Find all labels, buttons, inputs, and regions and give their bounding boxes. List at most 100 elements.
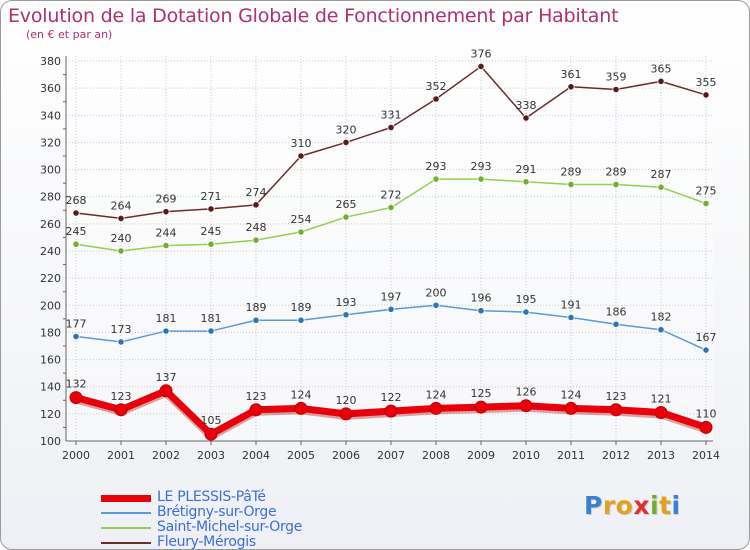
series-2-data-label: 293 bbox=[471, 160, 492, 173]
series-1-point bbox=[72, 332, 80, 341]
series-0-data-label: 132 bbox=[66, 378, 87, 391]
series-2-data-label: 265 bbox=[336, 198, 357, 211]
series-3-data-label: 269 bbox=[156, 193, 177, 206]
x-tick-label: 2014 bbox=[692, 449, 720, 462]
series-1-point bbox=[432, 301, 440, 309]
series-1-data-label: 189 bbox=[246, 301, 267, 314]
x-tick-label: 2005 bbox=[287, 449, 315, 462]
logo-letter: t bbox=[659, 491, 672, 520]
series-1-data-label: 167 bbox=[696, 331, 717, 344]
legend-swatch-le-plessis-pate bbox=[101, 495, 151, 502]
series-3-data-label: 271 bbox=[201, 190, 222, 203]
series-2-point bbox=[297, 228, 305, 236]
x-tick-label: 2010 bbox=[512, 449, 540, 462]
series-3-data-label: 268 bbox=[66, 194, 87, 207]
series-3-data-label: 310 bbox=[291, 137, 312, 150]
chart-subtitle: (en € et par an) bbox=[26, 28, 113, 41]
series-0-data-label: 124 bbox=[561, 388, 582, 401]
series-0-point bbox=[69, 391, 83, 405]
series-2-data-label: 254 bbox=[291, 213, 312, 226]
series-0-data-label: 122 bbox=[381, 391, 402, 404]
series-0-point bbox=[609, 403, 623, 417]
series-2-point bbox=[252, 236, 260, 244]
series-0-point bbox=[339, 407, 353, 421]
series-1-data-label: 173 bbox=[111, 323, 132, 336]
series-3-point bbox=[477, 62, 485, 71]
series-2-data-label: 287 bbox=[651, 168, 672, 181]
series-1-data-label: 200 bbox=[426, 286, 447, 299]
series-1-data-label: 193 bbox=[336, 296, 357, 309]
series-1-point bbox=[522, 308, 530, 316]
series-1-data-label: 197 bbox=[381, 290, 402, 303]
series-3-point bbox=[342, 138, 350, 147]
series-2-data-label: 244 bbox=[156, 227, 177, 240]
x-tick-label: 2013 bbox=[647, 449, 675, 462]
legend-label-bretigny: Brétigny-sur-Orge bbox=[157, 504, 277, 520]
series-0-point bbox=[519, 399, 533, 413]
series-3-point bbox=[702, 91, 710, 99]
series-1-point bbox=[297, 316, 305, 324]
series-3-data-label: 376 bbox=[471, 47, 492, 60]
series-0-data-label: 123 bbox=[606, 390, 627, 403]
y-tick-label: 140 bbox=[40, 381, 61, 394]
series-2-data-label: 248 bbox=[246, 221, 267, 234]
y-tick-label: 380 bbox=[40, 55, 61, 68]
series-3-data-label: 361 bbox=[561, 68, 582, 81]
x-tick-label: 2002 bbox=[152, 449, 180, 462]
legend-label-le-plessis-pate: LE PLESSIS-PâTé bbox=[157, 489, 266, 505]
series-0-data-label: 121 bbox=[651, 393, 672, 406]
series-2-point bbox=[522, 178, 530, 186]
series-1-data-label: 195 bbox=[516, 293, 537, 306]
series-0-data-label: 124 bbox=[291, 388, 312, 401]
series-0-point bbox=[384, 404, 398, 418]
series-1-point bbox=[477, 307, 485, 315]
logo-letter: x bbox=[633, 491, 650, 520]
series-2-point bbox=[702, 199, 710, 208]
legend-swatch-bretigny bbox=[101, 512, 151, 514]
x-tick-label: 2006 bbox=[332, 449, 360, 462]
series-3-data-label: 359 bbox=[606, 71, 627, 84]
y-tick-label: 160 bbox=[40, 354, 61, 367]
series-1-point bbox=[657, 326, 665, 334]
series-0-point bbox=[294, 401, 308, 415]
series-0-point bbox=[654, 406, 668, 419]
series-3-data-label: 264 bbox=[111, 199, 132, 212]
logo-letter: r bbox=[602, 491, 616, 520]
y-tick-label: 280 bbox=[40, 191, 61, 204]
series-3-data-label: 274 bbox=[246, 186, 267, 199]
y-tick-label: 200 bbox=[40, 299, 61, 312]
series-2-data-label: 289 bbox=[561, 166, 582, 179]
series-0-data-label: 137 bbox=[156, 371, 177, 384]
series-0-point bbox=[564, 401, 578, 415]
series-1-point bbox=[162, 327, 170, 335]
series-3-point bbox=[162, 208, 170, 216]
series-2-data-label: 293 bbox=[426, 160, 447, 173]
x-tick-label: 2003 bbox=[197, 449, 225, 462]
y-tick-label: 360 bbox=[40, 82, 61, 95]
x-tick-label: 2009 bbox=[467, 449, 495, 462]
series-0-point bbox=[699, 420, 713, 434]
series-1-point bbox=[342, 311, 350, 319]
series-2-point bbox=[477, 175, 485, 183]
x-tick-label: 2004 bbox=[242, 449, 270, 462]
series-2-point bbox=[387, 203, 395, 212]
series-2-point bbox=[612, 180, 620, 189]
legend-swatch-saint-michel bbox=[101, 527, 151, 529]
series-2-data-label: 291 bbox=[516, 163, 537, 176]
series-2-data-label: 245 bbox=[201, 225, 222, 238]
series-0-point bbox=[159, 384, 173, 398]
series-1-data-label: 182 bbox=[651, 311, 672, 324]
series-2-point bbox=[657, 183, 665, 191]
series-1-data-label: 191 bbox=[561, 299, 582, 312]
series-0-data-label: 125 bbox=[471, 387, 492, 400]
legend-label-saint-michel: Saint-Michel-sur-Orge bbox=[157, 519, 303, 535]
y-tick-label: 120 bbox=[40, 408, 61, 421]
proxiti-logo: Proxiti bbox=[584, 491, 681, 520]
series-0-data-label: 126 bbox=[516, 386, 537, 399]
series-1-data-label: 181 bbox=[201, 312, 222, 325]
series-3-point bbox=[522, 114, 530, 122]
y-tick-label: 260 bbox=[40, 218, 61, 231]
series-3-point bbox=[387, 123, 395, 132]
series-3-point bbox=[612, 85, 620, 94]
series-2-point bbox=[117, 247, 125, 255]
